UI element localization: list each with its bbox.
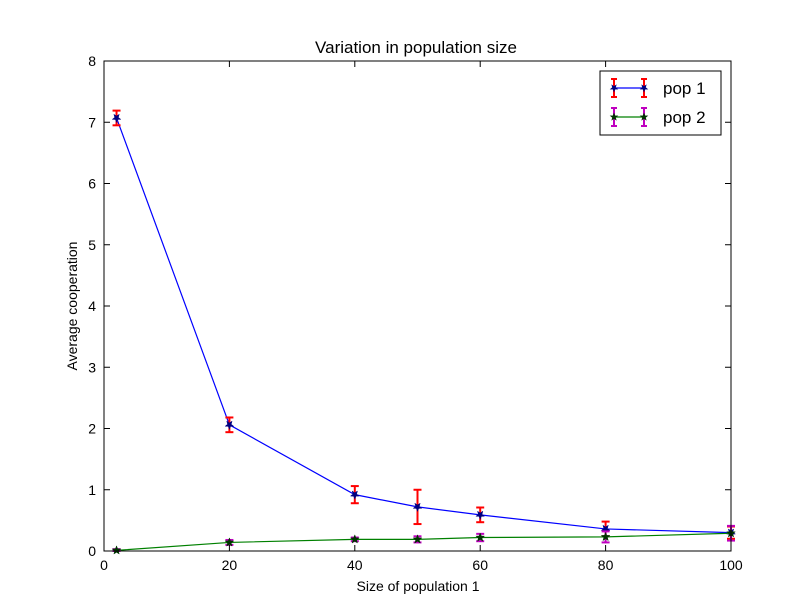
y-tick-label: 2 bbox=[88, 421, 96, 437]
axis-ticks: 0 20 40 60 80 100 0 1 2 3 4 5 6 7 8 bbox=[88, 53, 743, 573]
data-point bbox=[224, 537, 235, 547]
y-tick-label: 4 bbox=[88, 298, 96, 314]
x-tick-label: 0 bbox=[100, 557, 108, 573]
legend-box bbox=[599, 70, 722, 136]
legend-label: pop 1 bbox=[663, 79, 706, 98]
data-point bbox=[475, 510, 486, 521]
y-tick-label: 5 bbox=[88, 237, 96, 253]
legend-entry: pop 1 bbox=[609, 78, 706, 98]
chart-title: Variation in population size bbox=[315, 38, 517, 57]
data-point bbox=[412, 534, 423, 544]
x-tick-label: 60 bbox=[472, 557, 488, 573]
data-point bbox=[412, 502, 423, 513]
data-point bbox=[475, 532, 486, 542]
data-point bbox=[111, 113, 122, 124]
y-tick-label: 8 bbox=[88, 53, 96, 69]
y-axis-label: Average cooperation bbox=[64, 242, 80, 371]
data-point bbox=[600, 531, 611, 542]
data-point bbox=[349, 490, 360, 500]
legend: pop 1 pop 2 bbox=[599, 70, 722, 136]
legend-label: pop 2 bbox=[663, 108, 706, 127]
data-point bbox=[224, 420, 235, 431]
x-tick-label: 80 bbox=[598, 557, 614, 573]
data-point bbox=[349, 534, 360, 544]
legend-entry: pop 2 bbox=[609, 107, 706, 127]
x-tick-label: 40 bbox=[347, 557, 363, 573]
y-tick-label: 3 bbox=[88, 359, 96, 375]
data-point bbox=[111, 545, 122, 555]
y-tick-label: 7 bbox=[88, 114, 96, 130]
y-tick-label: 6 bbox=[88, 176, 96, 192]
y-tick-label: 1 bbox=[88, 482, 96, 498]
x-axis-label: Size of population 1 bbox=[357, 578, 480, 594]
x-tick-label: 100 bbox=[719, 557, 743, 573]
x-tick-label: 20 bbox=[222, 557, 238, 573]
y-tick-label: 0 bbox=[88, 543, 96, 559]
data-point bbox=[600, 524, 611, 535]
